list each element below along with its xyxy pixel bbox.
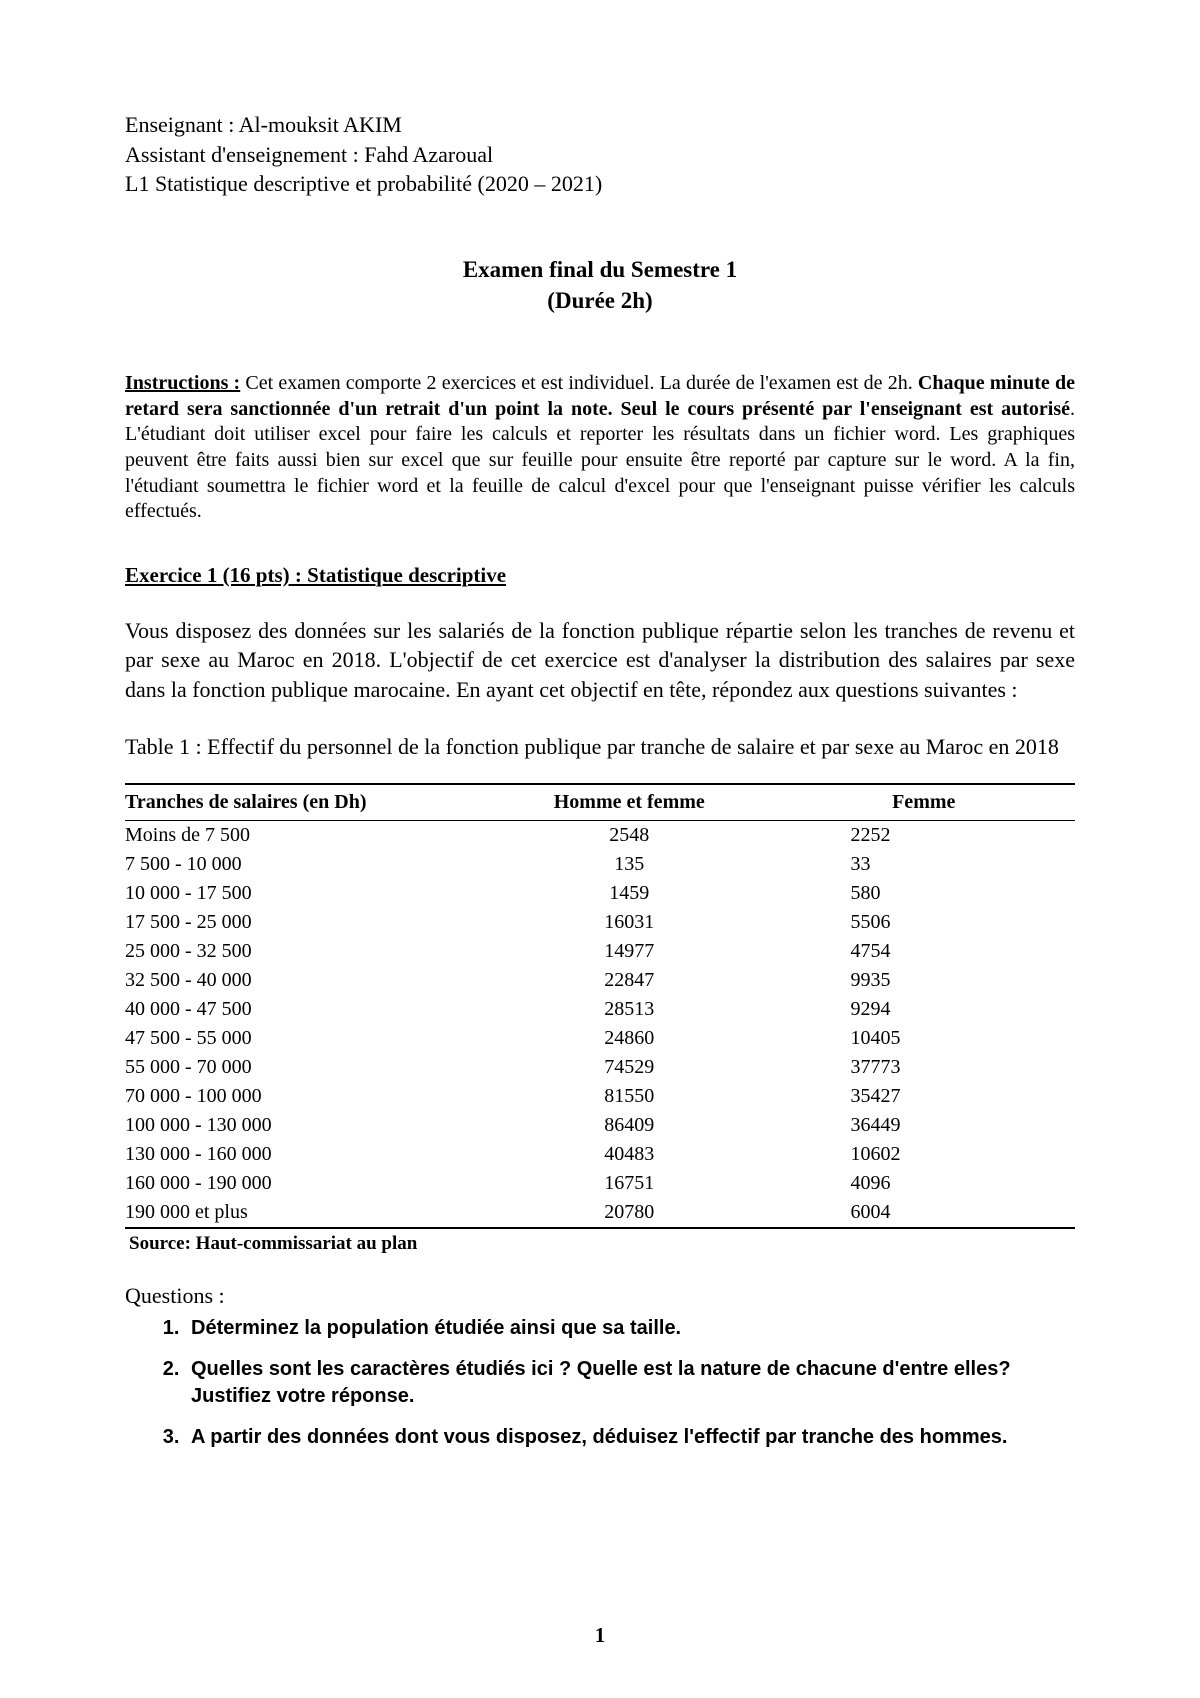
questions-list: Déterminez la population étudiée ainsi q… [125,1315,1075,1451]
table-cell-femme: 10405 [781,1024,1076,1053]
table-cell-label: 32 500 - 40 000 [125,966,486,995]
table-cell-label: 17 500 - 25 000 [125,908,486,937]
table-row: 10 000 - 17 5001459580 [125,879,1075,908]
table-cell-total: 16751 [486,1169,781,1198]
table-cell-label: 160 000 - 190 000 [125,1169,486,1198]
course-line: L1 Statistique descriptive et probabilit… [125,169,1075,199]
table1: Tranches de salaires (en Dh) Homme et fe… [125,783,1075,1229]
table-row: 25 000 - 32 500149774754 [125,937,1075,966]
question-item: Déterminez la population étudiée ainsi q… [185,1315,1075,1342]
table1-col-1-header: Tranches de salaires (en Dh) [125,784,486,821]
title-line-1: Examen final du Semestre 1 [125,254,1075,285]
exercice1-title: Exercice 1 (16 pts) : Statistique descri… [125,563,1075,588]
table-cell-femme: 36449 [781,1111,1076,1140]
table1-col-2-header: Homme et femme [486,784,781,821]
table-cell-total: 2548 [486,821,781,851]
table-cell-femme: 2252 [781,821,1076,851]
table-cell-total: 20780 [486,1198,781,1228]
exercice1-intro: Vous disposez des données sur les salari… [125,616,1075,705]
table-row: 130 000 - 160 0004048310602 [125,1140,1075,1169]
instructions-text-1: Cet examen comporte 2 exercices et est i… [240,372,918,394]
table-cell-label: 7 500 - 10 000 [125,850,486,879]
table-row: 160 000 - 190 000167514096 [125,1169,1075,1198]
table-cell-label: 130 000 - 160 000 [125,1140,486,1169]
table-row: 100 000 - 130 0008640936449 [125,1111,1075,1140]
table-cell-total: 81550 [486,1082,781,1111]
table-cell-label: 190 000 et plus [125,1198,486,1228]
assistant-line: Assistant d'enseignement : Fahd Azaroual [125,140,1075,170]
table-cell-total: 16031 [486,908,781,937]
table-cell-femme: 9935 [781,966,1076,995]
table-row: 47 500 - 55 0002486010405 [125,1024,1075,1053]
teacher-line: Enseignant : Al-mouksit AKIM [125,110,1075,140]
table-cell-label: 100 000 - 130 000 [125,1111,486,1140]
table-row: Moins de 7 50025482252 [125,821,1075,851]
question-item: Quelles sont les caractères étudiés ici … [185,1356,1075,1410]
table-cell-total: 24860 [486,1024,781,1053]
table-cell-femme: 10602 [781,1140,1076,1169]
table-cell-label: 70 000 - 100 000 [125,1082,486,1111]
table1-source: Source: Haut-commissariat au plan [125,1233,1075,1255]
table1-col-3-header: Femme [781,784,1076,821]
table-cell-total: 135 [486,850,781,879]
table-cell-total: 86409 [486,1111,781,1140]
table-cell-femme: 6004 [781,1198,1076,1228]
table-row: 40 000 - 47 500285139294 [125,995,1075,1024]
instructions-label: Instructions : [125,372,240,394]
table1-caption: Table 1 : Effectif du personnel de la fo… [125,733,1075,762]
table-row: 32 500 - 40 000228479935 [125,966,1075,995]
table-cell-total: 74529 [486,1053,781,1082]
instructions-paragraph: Instructions : Cet examen comporte 2 exe… [125,371,1075,525]
table-cell-femme: 37773 [781,1053,1076,1082]
question-item: A partir des données dont vous disposez,… [185,1424,1075,1451]
table-cell-label: 55 000 - 70 000 [125,1053,486,1082]
table-row: 190 000 et plus207806004 [125,1198,1075,1228]
table-cell-total: 22847 [486,966,781,995]
table-cell-femme: 5506 [781,908,1076,937]
table-cell-femme: 580 [781,879,1076,908]
table-cell-femme: 4096 [781,1169,1076,1198]
questions-label: Questions : [125,1283,1075,1309]
title-line-2: (Durée 2h) [125,285,1075,316]
exam-title: Examen final du Semestre 1 (Durée 2h) [125,254,1075,316]
table-cell-label: 10 000 - 17 500 [125,879,486,908]
table-cell-femme: 33 [781,850,1076,879]
table-cell-total: 40483 [486,1140,781,1169]
page-number: 1 [0,1623,1200,1648]
table-cell-label: 25 000 - 32 500 [125,937,486,966]
table-row: 55 000 - 70 0007452937773 [125,1053,1075,1082]
table-cell-total: 14977 [486,937,781,966]
table-cell-total: 1459 [486,879,781,908]
document-page: Enseignant : Al-mouksit AKIM Assistant d… [0,0,1200,1698]
table-cell-label: 40 000 - 47 500 [125,995,486,1024]
table-row: 7 500 - 10 00013533 [125,850,1075,879]
table-cell-label: Moins de 7 500 [125,821,486,851]
table-row: 17 500 - 25 000160315506 [125,908,1075,937]
table-cell-femme: 9294 [781,995,1076,1024]
table-cell-femme: 35427 [781,1082,1076,1111]
table-row: 70 000 - 100 0008155035427 [125,1082,1075,1111]
table1-header-row: Tranches de salaires (en Dh) Homme et fe… [125,784,1075,821]
table-cell-femme: 4754 [781,937,1076,966]
table-cell-label: 47 500 - 55 000 [125,1024,486,1053]
table-cell-total: 28513 [486,995,781,1024]
